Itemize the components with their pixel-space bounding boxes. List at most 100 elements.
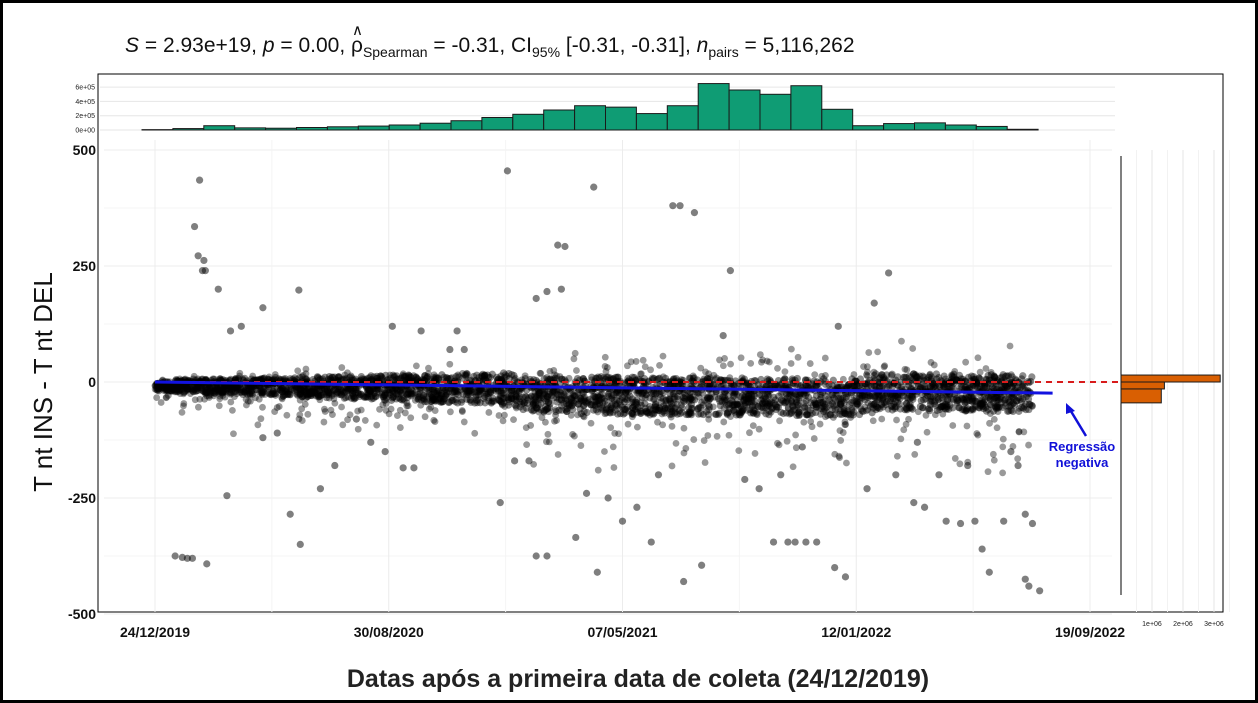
data-point xyxy=(640,388,648,397)
data-point xyxy=(668,403,676,411)
data-point xyxy=(853,400,861,408)
data-point xyxy=(677,380,685,388)
data-point xyxy=(313,386,320,393)
data-point xyxy=(736,407,744,415)
data-point xyxy=(984,468,992,476)
data-point xyxy=(984,394,993,402)
data-point xyxy=(1036,587,1044,595)
data-point xyxy=(151,382,159,390)
data-point xyxy=(993,403,1001,411)
data-point xyxy=(982,365,990,372)
data-point xyxy=(546,400,554,408)
data-point xyxy=(731,400,739,408)
data-point xyxy=(828,400,837,408)
data-point xyxy=(295,286,303,294)
data-point xyxy=(423,373,432,381)
data-point xyxy=(871,393,879,401)
data-point xyxy=(909,393,917,401)
data-point xyxy=(443,388,451,396)
data-point xyxy=(912,374,920,382)
data-point xyxy=(387,396,396,404)
data-point xyxy=(602,408,610,417)
data-point xyxy=(969,381,977,389)
data-point xyxy=(759,403,768,412)
data-point xyxy=(771,396,780,404)
data-point xyxy=(314,393,323,401)
data-point xyxy=(852,402,860,410)
data-point xyxy=(680,389,688,397)
data-point xyxy=(885,269,893,277)
data-point xyxy=(971,375,980,383)
data-point xyxy=(173,384,181,392)
data-point xyxy=(985,377,993,385)
data-point xyxy=(656,404,664,412)
data-point xyxy=(841,421,849,429)
data-point xyxy=(913,373,921,381)
data-point xyxy=(991,402,999,410)
data-point xyxy=(564,401,572,409)
data-point xyxy=(964,393,973,401)
data-point xyxy=(621,379,629,387)
data-point xyxy=(701,459,709,466)
data-point xyxy=(421,372,429,380)
data-point xyxy=(747,394,756,402)
data-point xyxy=(1013,383,1021,392)
data-point xyxy=(1006,380,1015,388)
data-point xyxy=(724,392,732,400)
data-point xyxy=(361,393,369,402)
data-point xyxy=(190,222,199,231)
data-point xyxy=(201,267,209,275)
data-point xyxy=(159,383,167,392)
data-point xyxy=(437,398,445,406)
data-point xyxy=(275,403,283,410)
data-point xyxy=(537,369,545,377)
data-point xyxy=(767,377,775,385)
data-point xyxy=(926,370,934,378)
data-point xyxy=(500,378,508,386)
data-point xyxy=(170,384,178,392)
data-point xyxy=(194,375,202,383)
data-point xyxy=(432,389,440,398)
data-point xyxy=(546,375,554,383)
data-point xyxy=(981,396,989,404)
data-point xyxy=(416,385,424,393)
data-point xyxy=(748,398,756,406)
data-point xyxy=(306,388,314,395)
data-point xyxy=(331,399,339,407)
data-point xyxy=(991,374,999,382)
data-point xyxy=(278,388,287,396)
data-point xyxy=(965,397,973,405)
data-point xyxy=(835,452,843,460)
data-point xyxy=(452,388,460,396)
data-point xyxy=(618,403,626,411)
data-point xyxy=(323,391,331,399)
data-point xyxy=(574,400,582,408)
data-point xyxy=(476,390,484,398)
data-point xyxy=(404,389,413,397)
data-point xyxy=(872,405,880,414)
data-point xyxy=(464,386,472,394)
data-point xyxy=(926,397,935,406)
data-point xyxy=(246,391,254,399)
data-point xyxy=(320,385,329,393)
data-point xyxy=(768,405,776,413)
data-point xyxy=(751,407,759,415)
data-point xyxy=(201,386,209,394)
data-point xyxy=(234,383,242,391)
data-point xyxy=(861,392,869,401)
data-point xyxy=(1012,384,1020,392)
data-point xyxy=(769,393,778,401)
data-point xyxy=(962,407,971,415)
data-point xyxy=(1007,406,1015,414)
data-point xyxy=(299,383,307,391)
data-point xyxy=(338,364,346,371)
data-point xyxy=(874,379,882,386)
data-point xyxy=(978,399,986,407)
data-point xyxy=(887,402,895,410)
data-point xyxy=(343,375,351,383)
data-point xyxy=(379,393,387,401)
data-point xyxy=(952,376,960,384)
data-point xyxy=(685,410,693,418)
data-point xyxy=(905,381,913,389)
data-point xyxy=(958,406,966,414)
